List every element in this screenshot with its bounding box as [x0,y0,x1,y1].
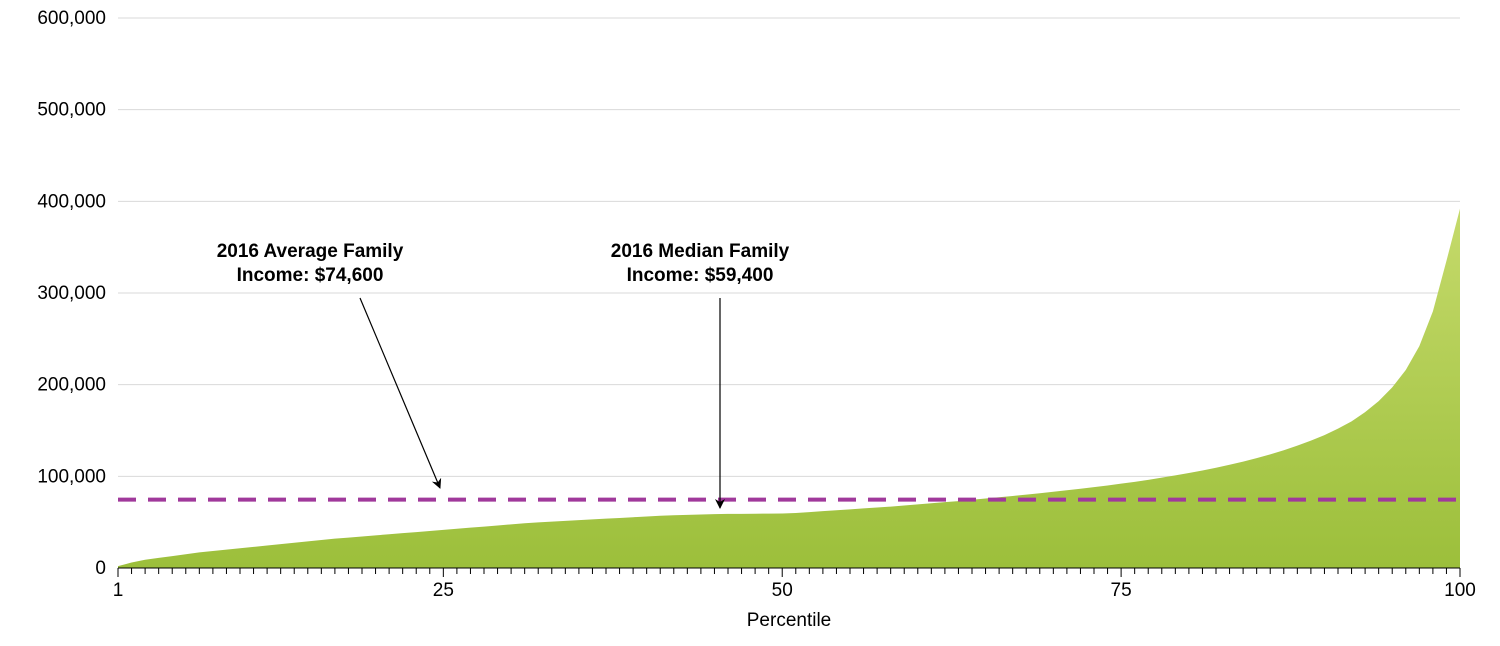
svg-text:100,000: 100,000 [37,466,106,487]
svg-text:25: 25 [433,580,454,601]
svg-text:1: 1 [113,580,124,601]
svg-text:200,000: 200,000 [37,375,106,396]
svg-text:75: 75 [1111,580,1132,601]
svg-text:400,000: 400,000 [37,191,106,212]
annotation-average: 2016 Average Family Income: $74,600 [190,240,430,288]
svg-text:100: 100 [1444,580,1476,601]
annotation-median: 2016 Median Family Income: $59,400 [580,240,820,288]
svg-text:600,000: 600,000 [37,8,106,29]
svg-text:0: 0 [95,558,106,579]
annotation-median-line2: Income: $59,400 [627,265,774,286]
x-axis-label: Percentile [747,610,832,632]
svg-text:500,000: 500,000 [37,100,106,121]
chart-svg: 0 100,000 200,000 300,000 400,000 500,000 600,… [0,0,1500,646]
svg-text:300,000: 300,000 [37,283,106,304]
annotation-average-line2: Income: $74,600 [237,265,384,286]
annotation-average-line1: 2016 Average Family [217,241,404,262]
svg-text:50: 50 [772,580,793,601]
income-percentile-chart: 0 100,000 200,000 300,000 400,000 500,000 600,… [0,0,1500,646]
annotation-median-line1: 2016 Median Family [611,241,789,262]
